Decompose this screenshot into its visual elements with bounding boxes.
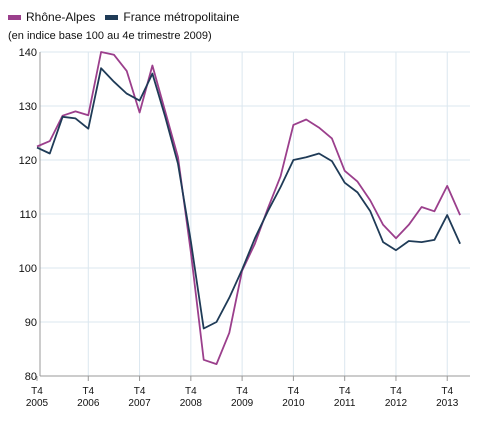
legend-swatch-rhone-alpes: [8, 14, 21, 20]
y-tick-label: 90: [25, 317, 37, 329]
x-tick-label-year: 2005: [26, 398, 49, 409]
y-tick-label: 140: [19, 47, 37, 59]
legend-item-rhone-alpes[interactable]: Rhône-Alpes: [8, 10, 95, 24]
y-tick-label: 130: [19, 101, 37, 113]
x-axis-tick-labels: T42005T42006T42007T42008T42009T42010T420…: [26, 386, 459, 409]
x-tick-label-quarter: T4: [82, 386, 94, 397]
x-tick-label-year: 2010: [282, 398, 305, 409]
x-tick-label-quarter: T4: [339, 386, 351, 397]
chart-grid: [40, 51, 470, 377]
x-tick-label-quarter: T4: [185, 386, 197, 397]
series-line-rhone-alpes: [36, 51, 461, 366]
x-tick-label-year: 2007: [128, 398, 151, 409]
chart-subtitle: (en indice base 100 au 4e trimestre 2009…: [8, 30, 212, 42]
x-tick-label-year: 2012: [385, 398, 408, 409]
x-tick-label-year: 2008: [180, 398, 203, 409]
x-tick-label-quarter: T4: [134, 386, 146, 397]
series-line-france-metropolitaine: [36, 67, 461, 330]
y-tick-label: 120: [19, 155, 37, 167]
x-tick-label-year: 2006: [77, 398, 100, 409]
y-tick-label: 110: [19, 209, 37, 221]
y-tick-label: 80: [25, 371, 37, 383]
y-tick-label: 100: [19, 263, 37, 275]
x-tick-label-quarter: T4: [390, 386, 402, 397]
chart-legend: Rhône-Alpes France métropolitaine: [8, 8, 249, 26]
x-tick-label-year: 2011: [334, 398, 356, 409]
legend-label-france-metropolitaine: France métropolitaine: [123, 10, 240, 24]
x-tick-label-quarter: T4: [236, 386, 248, 397]
x-tick-label-quarter: T4: [441, 386, 453, 397]
legend-item-france-metropolitaine[interactable]: France métropolitaine: [105, 10, 239, 24]
x-tick-label-quarter: T4: [288, 386, 300, 397]
legend-swatch-france-metropolitaine: [105, 14, 119, 20]
x-tick-label-year: 2009: [231, 398, 254, 409]
y-axis-tick-labels: 80 90 100 110 120 130 140: [19, 47, 37, 383]
x-tick-label-quarter: T4: [31, 386, 43, 397]
x-tick-label-year: 2013: [436, 398, 459, 409]
chart-series-lines: [36, 51, 461, 366]
legend-label-rhone-alpes: Rhône-Alpes: [26, 10, 96, 24]
chart-axes: [36, 52, 470, 381]
